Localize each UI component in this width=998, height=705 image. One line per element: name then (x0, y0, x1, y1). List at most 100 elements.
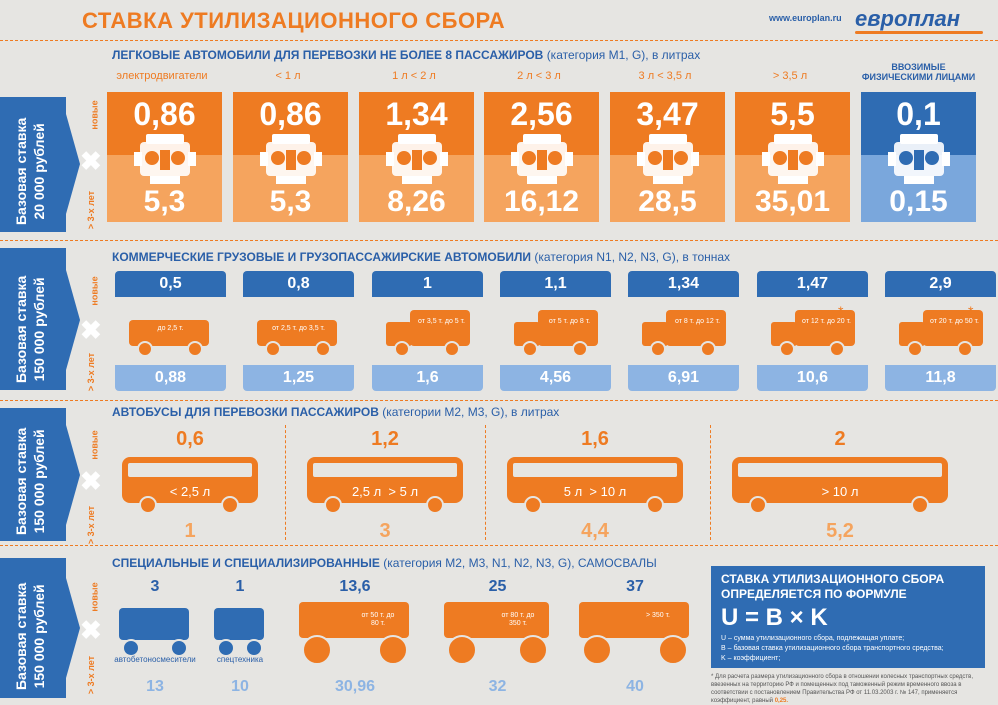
bus-shape (732, 457, 948, 514)
engine-icon-wrap (509, 128, 575, 188)
truck-icon (771, 310, 855, 357)
rate-card: 3,47 28,5 (610, 92, 725, 222)
new-label: новые (89, 430, 100, 460)
capacity-label: спецтехника (216, 655, 264, 664)
capacity-label: от 80 т. до 350 т. (501, 612, 535, 627)
engine-icon-wrap (132, 128, 198, 188)
truck-icon (257, 320, 337, 357)
truck-icon (899, 310, 983, 357)
multiply-icon: ✖ (80, 466, 102, 496)
formula-def-k: K – коэффициент; (721, 655, 781, 662)
col-label: < 1 л (275, 70, 301, 82)
engine-icon (511, 134, 573, 184)
old-label: > 3-х лет (86, 190, 97, 230)
old-value: 4,4 (581, 520, 609, 542)
capacity-label: от 2,5 т. до 3,5 т. (272, 325, 325, 332)
old-label: > 3-х лет (86, 655, 97, 695)
column-divider (710, 425, 711, 540)
engine-icon-wrap (635, 128, 701, 188)
old-value: 3 (379, 520, 391, 542)
new-value: 2 (834, 428, 846, 450)
capacity-label: до 2,5 т. (157, 325, 184, 332)
new-value: 2,56 (484, 92, 599, 155)
footnote-text: * Для расчета размера утилизационного сб… (711, 674, 974, 704)
band-value: 150 000 рублей (31, 277, 47, 382)
capacity-label: от 8 т. до 12 т. (674, 318, 721, 325)
old-value: 0,88 (115, 365, 226, 391)
old-value: 5,2 (826, 520, 854, 542)
capacity-label: < 2,5 л (169, 484, 211, 499)
column-divider (485, 425, 486, 540)
section-title-buses: АВТОБУСЫ ДЛЯ ПЕРЕВОЗКИ ПАССАЖИРОВ (катег… (112, 405, 560, 419)
formula-heading-1: СТАВКА УТИЛИЗАЦИОННОГО СБОРА (721, 572, 945, 586)
formula-heading-2: ОПРЕДЕЛЯЕТСЯ ПО ФОРМУЛЕ (721, 587, 907, 601)
new-value: 1,1 (500, 271, 611, 297)
rate-card: 0,86 5,3 (233, 92, 348, 222)
footnote: * Для расчета размера утилизационного сб… (711, 673, 985, 705)
engine-icon (762, 134, 824, 184)
old-value: 1,6 (372, 365, 483, 391)
vehicle-icon (380, 302, 475, 360)
formula-def-u: U – сумма утилизационного сбора, подлежа… (721, 635, 905, 642)
old-value: 30,96 (334, 678, 376, 695)
dump-truck-icon (295, 598, 415, 668)
logo-underline (855, 31, 983, 34)
vehicle-icon (123, 302, 218, 360)
band-value: 150 000 рублей (31, 584, 47, 689)
new-value: 0,8 (243, 271, 354, 297)
site-url[interactable]: www.europlan.ru (769, 13, 842, 23)
formula-equation: U = B × K (721, 604, 828, 631)
vehicle-icon (508, 302, 603, 360)
col-label: 3 л < 3,5 л (638, 70, 692, 82)
capacity-label: от 5 т. до 8 т. (548, 318, 591, 325)
new-label: новые (89, 582, 100, 612)
rate-card: 0,86 5,3 (107, 92, 222, 222)
section-title-special: СПЕЦИАЛЬНЫЕ И СПЕЦИАЛИЗИРОВАННЫЕ (катего… (112, 556, 657, 570)
multiply-icon: ✖ (80, 615, 102, 645)
capacity-label: от 3,5 т. до 5 т. (417, 318, 466, 325)
engine-icon (637, 134, 699, 184)
page-title: СТАВКА УТИЛИЗАЦИОННОГО СБОРА (82, 8, 506, 33)
old-value: 32 (488, 678, 507, 695)
separator (0, 545, 998, 546)
capacity-label: 2,5 л > 5 л (351, 484, 419, 499)
vehicle-icon (251, 302, 346, 360)
old-value: 40 (626, 678, 644, 695)
col-label: ввозимые физическими лицами (861, 62, 976, 82)
truck-icon (642, 310, 726, 357)
new-value: 1 (235, 578, 245, 595)
formula-box: СТАВКА УТИЛИЗАЦИОННОГО СБОРА ОПРЕДЕЛЯЕТС… (711, 566, 985, 668)
old-value: 11,8 (885, 365, 996, 391)
old-value: 4,56 (500, 365, 611, 391)
band-label: Базовая ставка (13, 582, 29, 690)
col-label: 2 л < 3 л (517, 70, 561, 82)
old-value: 28,5 (610, 155, 725, 222)
vehicle-icon (636, 302, 731, 360)
new-value: 1,6 (581, 428, 609, 450)
capacity-label: от 12 т. до 20 т. (802, 318, 851, 325)
truck-icon (386, 310, 470, 357)
new-value: 3 (150, 578, 160, 595)
bus-icon (730, 455, 950, 517)
engine-icon (386, 134, 448, 184)
dump-truck-icon (575, 598, 695, 668)
engine-icon-wrap (760, 128, 826, 188)
band-label: Базовая ставка (13, 117, 29, 225)
new-value: 0,6 (176, 428, 204, 450)
engine-icon-wrap (384, 128, 450, 188)
separator (0, 40, 998, 41)
new-label: новые (89, 276, 100, 306)
section-title-commercial: КОММЕРЧЕСКИЕ ГРУЗОВЫЕ И ГРУЗОПАССАЖИРСКИ… (112, 250, 731, 264)
new-label: новые (89, 100, 100, 130)
bus-shape (122, 457, 258, 514)
col-label: > 3,5 л (772, 70, 808, 82)
mixer-truck-icon (115, 598, 195, 668)
new-value: 1,34 (628, 271, 739, 297)
capacity-label: 5 л > 10 л (563, 484, 627, 499)
separator (0, 400, 998, 401)
old-value: 8,26 (359, 155, 474, 222)
col-label: электродвигатели (116, 70, 208, 82)
new-value: 37 (626, 578, 644, 595)
new-value: 3,47 (610, 92, 725, 155)
separator (0, 240, 998, 241)
